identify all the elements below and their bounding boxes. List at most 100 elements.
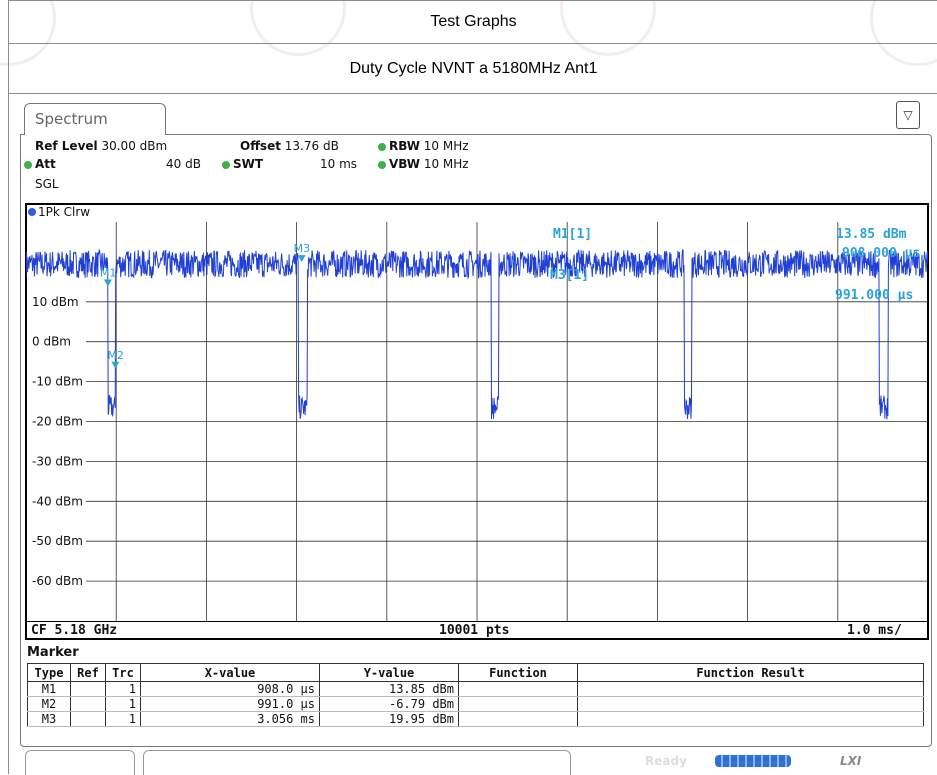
status-dot-icon <box>378 160 386 169</box>
column-header: Type <box>27 663 71 682</box>
cell-trc: 1 <box>105 696 141 712</box>
ref-level-value: 30.00 dBm <box>101 139 168 153</box>
marker-readout-name2: M3[1] <box>550 268 590 283</box>
vbw-setting: VBW 10 MHz <box>378 157 469 171</box>
grid <box>86 222 928 621</box>
center-frequency: CF 5.18 GHz <box>31 623 118 638</box>
cell-ref <box>70 711 106 727</box>
marker-table: Type Ref Trc X-value Y-value Function Fu… <box>27 663 924 727</box>
trace-plot: 10 dBm 0 dBm -10 dBm -20 dBm -30 dBm -40 dBm -… <box>26 222 928 621</box>
vbw-label: VBW <box>389 157 421 171</box>
display-menu-icon[interactable]: ▽ <box>896 101 920 129</box>
y-tick-label: -20 dBm <box>32 415 83 429</box>
sweep-mode: SGL <box>35 177 59 191</box>
marker-readout-time1: 908.000 µs <box>842 246 921 261</box>
column-header: Ref <box>70 663 106 682</box>
offset-setting: Offset 13.76 dB <box>240 139 339 153</box>
cell-y-value: -6.79 dBm <box>319 696 459 712</box>
cell-x-value: 991.0 µs <box>140 696 320 712</box>
status-box[interactable] <box>25 750 135 775</box>
cell-ref <box>70 681 106 697</box>
lxi-logo: LXI <box>840 754 862 768</box>
cell-function <box>458 681 578 697</box>
offset-value: 13.76 dB <box>284 139 339 153</box>
marker-table-title: Marker <box>27 645 79 660</box>
y-tick-label: -60 dBm <box>32 574 83 588</box>
table-header-row: Type Ref Trc X-value Y-value Function Fu… <box>27 663 924 682</box>
trace-label: 1Pk Clrw <box>28 205 90 219</box>
marker-label: M1 <box>100 266 117 279</box>
swt-value: 10 ms <box>320 157 358 171</box>
sweep-progress-bar <box>715 755 791 767</box>
att-setting: Att <box>24 157 56 171</box>
cell-y-value: 13.85 dBm <box>319 681 459 697</box>
cell-x-value: 3.056 ms <box>140 711 320 727</box>
cell-function-result <box>577 681 924 697</box>
column-header: X-value <box>140 663 320 682</box>
vbw-value: 10 MHz <box>423 157 469 171</box>
table-row[interactable]: M2 1 991.0 µs -6.79 dBm <box>27 696 924 712</box>
rbw-label: RBW <box>389 139 420 153</box>
y-tick-label: -50 dBm <box>32 534 83 548</box>
status-dot-icon <box>222 160 230 169</box>
diagram-footer: CF 5.18 GHz 10001 pts 1.0 ms/ <box>25 621 929 641</box>
marker-triangle <box>297 255 306 263</box>
instrument-panel <box>20 134 932 747</box>
cell-trc: 1 <box>105 711 141 727</box>
cell-type: M2 <box>27 696 71 712</box>
y-tick-label: -30 dBm <box>32 454 83 468</box>
page-subtitle: Duty Cycle NVNT a 5180MHz Ant1 <box>8 43 937 94</box>
cell-function <box>458 696 578 712</box>
y-axis: 10 dBm 0 dBm -10 dBm -20 dBm -30 dBm -40 dBm -… <box>32 295 83 588</box>
y-tick-label: 0 dBm <box>32 335 71 349</box>
marker-triangle <box>103 279 112 287</box>
column-header: Function <box>458 663 578 682</box>
sweep-points: 10001 pts <box>439 623 510 638</box>
spectrum-diagram <box>25 203 929 640</box>
offset-label: Offset <box>240 139 281 153</box>
marker-triangle <box>111 361 120 369</box>
cell-function-result <box>577 711 924 727</box>
cell-function-result <box>577 696 924 712</box>
tab-spectrum[interactable]: Spectrum <box>24 103 166 135</box>
status-bar: Ready LXI <box>25 750 930 775</box>
cell-ref <box>70 696 106 712</box>
marker-readout-name: M1[1] <box>553 227 593 242</box>
rbw-setting: RBW 10 MHz <box>378 139 469 153</box>
markers: M1 M2 M3 <box>100 242 310 369</box>
att-value: 40 dB <box>166 157 201 171</box>
column-header: Trc <box>105 663 141 682</box>
column-header: Y-value <box>319 663 459 682</box>
rbw-value: 10 MHz <box>423 139 469 153</box>
trace-dot-icon <box>28 208 36 216</box>
y-tick-label: 10 dBm <box>32 295 79 309</box>
content-frame <box>8 93 937 774</box>
swt-setting: SWT <box>222 157 263 171</box>
ref-level-setting: Ref Level 30.00 dBm <box>35 139 167 153</box>
table-row[interactable]: M1 1 908.0 µs 13.85 dBm <box>27 681 924 697</box>
marker-readout-time2: 991.000 µs <box>835 288 914 303</box>
column-header: Function Result <box>577 663 924 682</box>
status-ready: Ready <box>645 754 687 768</box>
cell-type: M3 <box>27 711 71 727</box>
page-title: Test Graphs <box>8 0 937 43</box>
table-row[interactable]: M3 1 3.056 ms 19.95 dBm <box>27 711 924 727</box>
cell-type: M1 <box>27 681 71 697</box>
trace-label-text: 1Pk Clrw <box>38 205 91 219</box>
ref-level-label: Ref Level <box>35 139 98 153</box>
swt-label: SWT <box>233 157 264 171</box>
cell-function <box>458 711 578 727</box>
cell-y-value: 19.95 dBm <box>319 711 459 727</box>
marker-label: M2 <box>107 349 124 362</box>
cell-x-value: 908.0 µs <box>140 681 320 697</box>
status-dot-icon <box>24 160 32 169</box>
status-dot-icon <box>378 142 386 151</box>
time-per-division: 1.0 ms/ <box>847 623 902 638</box>
status-message-box[interactable] <box>143 750 571 775</box>
trace-line <box>26 248 928 420</box>
marker-readout-value: 13.85 dBm <box>836 227 907 242</box>
att-label: Att <box>35 157 56 171</box>
cell-trc: 1 <box>105 681 141 697</box>
y-tick-label: -10 dBm <box>32 375 83 389</box>
y-tick-label: -40 dBm <box>32 494 83 508</box>
